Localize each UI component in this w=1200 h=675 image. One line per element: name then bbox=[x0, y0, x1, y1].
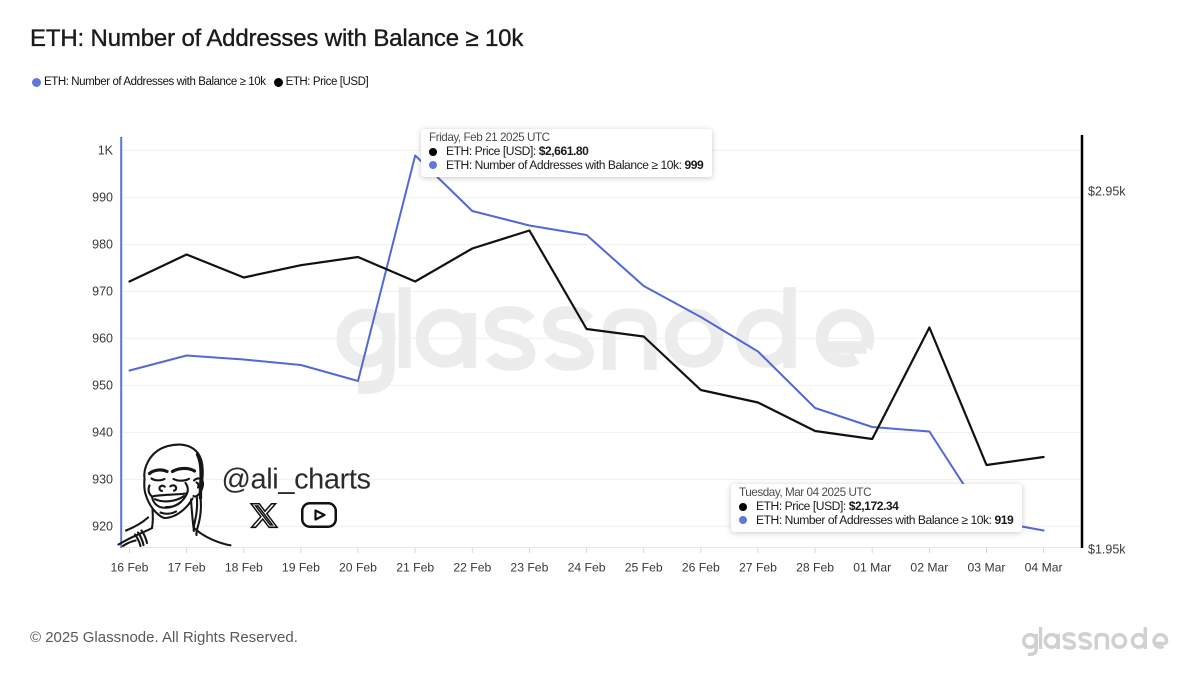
svg-text:990: 990 bbox=[92, 191, 113, 205]
svg-text:03 Mar: 03 Mar bbox=[968, 561, 1006, 575]
svg-text:27 Feb: 27 Feb bbox=[739, 561, 777, 575]
svg-text:17 Feb: 17 Feb bbox=[168, 561, 206, 575]
svg-text:920: 920 bbox=[92, 520, 113, 534]
svg-text:960: 960 bbox=[92, 332, 113, 346]
svg-text:940: 940 bbox=[92, 426, 113, 440]
svg-text:@ali_charts: @ali_charts bbox=[222, 464, 371, 496]
svg-text:1K: 1K bbox=[98, 144, 114, 158]
svg-text:21 Feb: 21 Feb bbox=[396, 561, 434, 575]
svg-text:18 Feb: 18 Feb bbox=[225, 561, 263, 575]
svg-text:04 Mar: 04 Mar bbox=[1025, 561, 1063, 575]
svg-text:16 Feb: 16 Feb bbox=[111, 561, 149, 575]
svg-text:19 Feb: 19 Feb bbox=[282, 561, 320, 575]
svg-text:25 Feb: 25 Feb bbox=[625, 561, 663, 575]
svg-text:$1.95k: $1.95k bbox=[1088, 542, 1126, 556]
svg-text:$2.95k: $2.95k bbox=[1088, 184, 1126, 198]
svg-text:24 Feb: 24 Feb bbox=[568, 561, 606, 575]
svg-text:980: 980 bbox=[92, 238, 113, 252]
svg-text:22 Feb: 22 Feb bbox=[453, 561, 491, 575]
svg-text:28 Feb: 28 Feb bbox=[796, 561, 834, 575]
svg-text:01 Mar: 01 Mar bbox=[853, 561, 891, 575]
svg-text:970: 970 bbox=[92, 285, 113, 299]
svg-text:23 Feb: 23 Feb bbox=[510, 561, 548, 575]
svg-text:930: 930 bbox=[92, 473, 113, 487]
svg-text:02 Mar: 02 Mar bbox=[910, 561, 948, 575]
svg-text:20 Feb: 20 Feb bbox=[339, 561, 377, 575]
svg-text:26 Feb: 26 Feb bbox=[682, 561, 720, 575]
svg-text:950: 950 bbox=[92, 379, 113, 393]
